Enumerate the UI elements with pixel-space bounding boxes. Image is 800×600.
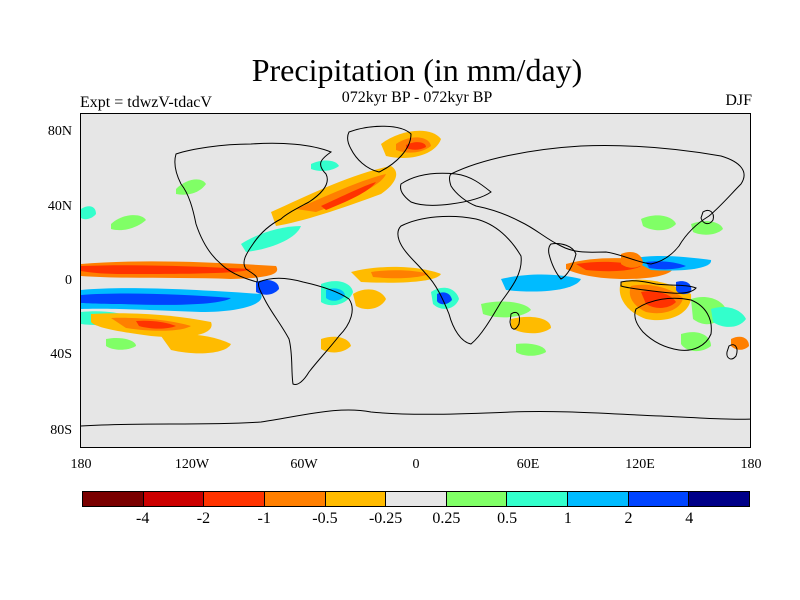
lon-label-180e: 180 <box>740 457 762 472</box>
chart-subtitle: 072kyr BP - 072kyr BP <box>341 89 493 106</box>
colorbar-tick-label: 4 <box>685 510 694 527</box>
lat-label-40s: 40S <box>50 347 72 362</box>
coastline-greenland <box>347 125 412 173</box>
colorbar-tick-label: 0.5 <box>497 510 518 527</box>
colorbar-swatch <box>204 492 265 506</box>
experiment-label: Expt = tdwzV-tdacV <box>80 94 212 111</box>
anomaly-patch <box>176 179 206 195</box>
anomaly-patch <box>256 280 279 295</box>
lat-label-80n: 80N <box>47 124 72 139</box>
anomaly-patch <box>311 160 339 171</box>
anomaly-patch <box>161 334 231 354</box>
anomaly-patch <box>81 206 96 220</box>
season-label: DJF <box>725 92 752 109</box>
coastline-europe <box>400 172 492 206</box>
colorbar-swatch <box>386 492 447 506</box>
anomaly-patch <box>326 288 345 301</box>
anomaly-patch <box>406 142 426 150</box>
anomaly-patch <box>501 274 581 292</box>
anomaly-patch <box>81 293 231 305</box>
anomaly-patch <box>711 307 746 327</box>
colorbar-swatch <box>264 492 326 506</box>
colorbar-tick-label: -1 <box>257 510 271 527</box>
colorbar-tick-label: -0.5 <box>312 510 338 527</box>
lon-label-60e: 60E <box>516 457 540 472</box>
lat-label-40n: 40N <box>47 199 72 214</box>
anomaly-patch <box>111 215 146 231</box>
coastline-north-america <box>174 142 333 283</box>
anomaly-patch <box>371 270 429 279</box>
coastline-africa <box>397 215 522 345</box>
anomaly-patch <box>621 252 643 268</box>
colorbar-tick-label: 1 <box>563 510 572 527</box>
coastline-south-america <box>258 277 353 385</box>
map-canvas <box>81 125 750 427</box>
anomaly-patch <box>641 215 676 231</box>
anomaly-patch <box>516 343 546 356</box>
anomaly-patch <box>136 320 176 329</box>
coastline-new-zealand <box>726 344 738 360</box>
anomaly-fields <box>81 130 749 356</box>
coastline-antarctica <box>81 409 750 427</box>
precipitation-map <box>80 113 751 448</box>
colorbar-tick-label: 0.25 <box>432 510 461 527</box>
colorbar-swatch <box>689 492 750 506</box>
anomaly-patch <box>676 281 692 295</box>
colorbar-swatch <box>507 492 569 506</box>
colorbar-swatch <box>628 492 690 506</box>
colorbar-swatch <box>325 492 387 506</box>
coastline-australia <box>634 297 712 351</box>
anomaly-patch <box>511 316 551 334</box>
chart-title: Precipitation (in mm/day) <box>251 52 583 88</box>
coastline-madagascar <box>509 311 520 330</box>
colorbar-tick-label: -4 <box>136 510 150 527</box>
lon-label-120e: 120E <box>625 457 655 472</box>
anomaly-patch <box>481 301 531 318</box>
coastline-indonesia <box>620 280 697 294</box>
lon-label-180w: 180 <box>70 457 92 472</box>
anomaly-patch <box>296 174 386 212</box>
anomaly-patch <box>731 336 749 350</box>
colorbar-swatch <box>143 492 205 506</box>
colorbar-swatch <box>446 492 508 506</box>
colorbar-tick-label: -0.25 <box>368 510 403 527</box>
anomaly-patch <box>691 221 723 235</box>
anomaly-patch <box>681 332 711 352</box>
anomaly-patch <box>106 337 136 350</box>
colorbar-tick-label: 2 <box>624 510 633 527</box>
coastline-japan <box>700 209 714 225</box>
lon-label-60w: 60W <box>290 457 318 472</box>
lon-label-0: 0 <box>412 457 420 472</box>
coastline-india <box>548 243 577 280</box>
anomaly-patch <box>81 265 251 274</box>
colorbar-swatch <box>568 492 629 506</box>
lat-label-0: 0 <box>65 273 72 288</box>
lat-label-80s: 80S <box>50 423 72 438</box>
colorbar-tick-label: -2 <box>196 510 211 527</box>
colorbar <box>82 491 750 507</box>
coastline-asia <box>449 145 745 265</box>
anomaly-patch <box>353 289 386 310</box>
coastlines <box>81 125 750 427</box>
lon-label-120w: 120W <box>174 457 210 472</box>
anomaly-patch <box>321 182 376 210</box>
anomaly-patch <box>241 226 301 252</box>
colorbar-swatch <box>83 492 144 506</box>
anomaly-patch <box>646 261 686 270</box>
